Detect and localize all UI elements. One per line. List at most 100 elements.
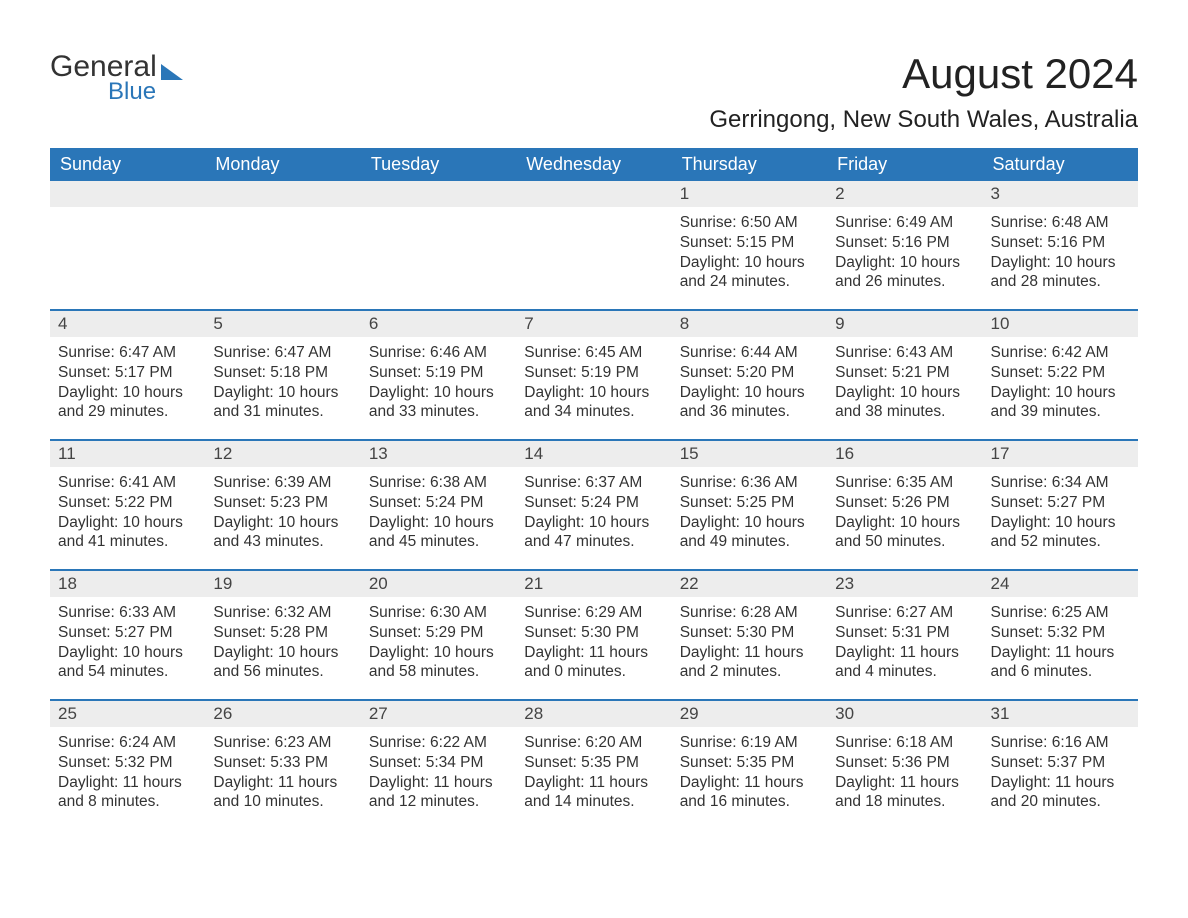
calendar-day: 28Sunrise: 6:20 AMSunset: 5:35 PMDayligh… bbox=[516, 701, 671, 829]
day-daylight1: Daylight: 10 hours bbox=[991, 383, 1130, 403]
day-daylight2: and 20 minutes. bbox=[991, 792, 1130, 812]
calendar-day: . bbox=[361, 181, 516, 309]
calendar-day: 16Sunrise: 6:35 AMSunset: 5:26 PMDayligh… bbox=[827, 441, 982, 569]
day-sunset: Sunset: 5:28 PM bbox=[213, 623, 352, 643]
day-sunset: Sunset: 5:25 PM bbox=[680, 493, 819, 513]
day-sunrise: Sunrise: 6:44 AM bbox=[680, 343, 819, 363]
day-daylight2: and 31 minutes. bbox=[213, 402, 352, 422]
calendar: Sunday Monday Tuesday Wednesday Thursday… bbox=[50, 148, 1138, 829]
day-sunrise: Sunrise: 6:19 AM bbox=[680, 733, 819, 753]
day-daylight1: Daylight: 11 hours bbox=[369, 773, 508, 793]
day-number: 22 bbox=[672, 571, 827, 597]
dow-monday: Monday bbox=[205, 148, 360, 181]
day-daylight1: Daylight: 10 hours bbox=[835, 383, 974, 403]
day-sunset: Sunset: 5:34 PM bbox=[369, 753, 508, 773]
calendar-day: 17Sunrise: 6:34 AMSunset: 5:27 PMDayligh… bbox=[983, 441, 1138, 569]
day-number: 18 bbox=[50, 571, 205, 597]
logo-text-block: General Blue bbox=[50, 50, 157, 106]
day-daylight1: Daylight: 10 hours bbox=[58, 383, 197, 403]
day-sunrise: Sunrise: 6:23 AM bbox=[213, 733, 352, 753]
day-body: Sunrise: 6:34 AMSunset: 5:27 PMDaylight:… bbox=[983, 467, 1138, 552]
day-daylight2: and 0 minutes. bbox=[524, 662, 663, 682]
calendar-day: 7Sunrise: 6:45 AMSunset: 5:19 PMDaylight… bbox=[516, 311, 671, 439]
title-location: Gerringong, New South Wales, Australia bbox=[709, 106, 1138, 134]
day-daylight1: Daylight: 10 hours bbox=[524, 513, 663, 533]
day-number: 16 bbox=[827, 441, 982, 467]
day-body: Sunrise: 6:39 AMSunset: 5:23 PMDaylight:… bbox=[205, 467, 360, 552]
calendar-day: 15Sunrise: 6:36 AMSunset: 5:25 PMDayligh… bbox=[672, 441, 827, 569]
day-body: Sunrise: 6:47 AMSunset: 5:18 PMDaylight:… bbox=[205, 337, 360, 422]
calendar-day: 4Sunrise: 6:47 AMSunset: 5:17 PMDaylight… bbox=[50, 311, 205, 439]
day-number: 19 bbox=[205, 571, 360, 597]
day-body: Sunrise: 6:33 AMSunset: 5:27 PMDaylight:… bbox=[50, 597, 205, 682]
calendar-day: 19Sunrise: 6:32 AMSunset: 5:28 PMDayligh… bbox=[205, 571, 360, 699]
day-number: 7 bbox=[516, 311, 671, 337]
calendar-day: 9Sunrise: 6:43 AMSunset: 5:21 PMDaylight… bbox=[827, 311, 982, 439]
calendar-day: 29Sunrise: 6:19 AMSunset: 5:35 PMDayligh… bbox=[672, 701, 827, 829]
day-daylight1: Daylight: 11 hours bbox=[835, 643, 974, 663]
day-number: 3 bbox=[983, 181, 1138, 207]
day-daylight1: Daylight: 11 hours bbox=[835, 773, 974, 793]
day-sunset: Sunset: 5:15 PM bbox=[680, 233, 819, 253]
dow-saturday: Saturday bbox=[983, 148, 1138, 181]
day-body: Sunrise: 6:47 AMSunset: 5:17 PMDaylight:… bbox=[50, 337, 205, 422]
day-daylight2: and 24 minutes. bbox=[680, 272, 819, 292]
day-sunrise: Sunrise: 6:34 AM bbox=[991, 473, 1130, 493]
day-sunset: Sunset: 5:20 PM bbox=[680, 363, 819, 383]
day-body: Sunrise: 6:29 AMSunset: 5:30 PMDaylight:… bbox=[516, 597, 671, 682]
day-number: 23 bbox=[827, 571, 982, 597]
day-number: 2 bbox=[827, 181, 982, 207]
calendar-day: 23Sunrise: 6:27 AMSunset: 5:31 PMDayligh… bbox=[827, 571, 982, 699]
day-daylight1: Daylight: 11 hours bbox=[991, 773, 1130, 793]
day-sunrise: Sunrise: 6:47 AM bbox=[58, 343, 197, 363]
day-daylight1: Daylight: 10 hours bbox=[991, 513, 1130, 533]
day-sunrise: Sunrise: 6:36 AM bbox=[680, 473, 819, 493]
dow-friday: Friday bbox=[827, 148, 982, 181]
day-daylight2: and 52 minutes. bbox=[991, 532, 1130, 552]
day-daylight2: and 38 minutes. bbox=[835, 402, 974, 422]
day-sunset: Sunset: 5:18 PM bbox=[213, 363, 352, 383]
day-body: Sunrise: 6:50 AMSunset: 5:15 PMDaylight:… bbox=[672, 207, 827, 292]
day-daylight2: and 33 minutes. bbox=[369, 402, 508, 422]
day-body: Sunrise: 6:24 AMSunset: 5:32 PMDaylight:… bbox=[50, 727, 205, 812]
day-daylight1: Daylight: 11 hours bbox=[58, 773, 197, 793]
calendar-day: 24Sunrise: 6:25 AMSunset: 5:32 PMDayligh… bbox=[983, 571, 1138, 699]
day-daylight1: Daylight: 10 hours bbox=[369, 383, 508, 403]
day-daylight2: and 54 minutes. bbox=[58, 662, 197, 682]
day-number: 31 bbox=[983, 701, 1138, 727]
calendar-week: 25Sunrise: 6:24 AMSunset: 5:32 PMDayligh… bbox=[50, 699, 1138, 829]
day-sunset: Sunset: 5:30 PM bbox=[680, 623, 819, 643]
day-daylight2: and 43 minutes. bbox=[213, 532, 352, 552]
day-daylight2: and 8 minutes. bbox=[58, 792, 197, 812]
day-daylight2: and 28 minutes. bbox=[991, 272, 1130, 292]
day-sunrise: Sunrise: 6:42 AM bbox=[991, 343, 1130, 363]
day-sunset: Sunset: 5:22 PM bbox=[991, 363, 1130, 383]
calendar-day: . bbox=[516, 181, 671, 309]
day-sunset: Sunset: 5:30 PM bbox=[524, 623, 663, 643]
day-daylight2: and 41 minutes. bbox=[58, 532, 197, 552]
day-sunset: Sunset: 5:27 PM bbox=[991, 493, 1130, 513]
day-sunrise: Sunrise: 6:20 AM bbox=[524, 733, 663, 753]
day-number: 25 bbox=[50, 701, 205, 727]
day-daylight1: Daylight: 10 hours bbox=[369, 513, 508, 533]
day-number: 29 bbox=[672, 701, 827, 727]
day-number: 14 bbox=[516, 441, 671, 467]
day-daylight1: Daylight: 11 hours bbox=[524, 643, 663, 663]
day-daylight2: and 47 minutes. bbox=[524, 532, 663, 552]
day-sunrise: Sunrise: 6:30 AM bbox=[369, 603, 508, 623]
calendar-day: 1Sunrise: 6:50 AMSunset: 5:15 PMDaylight… bbox=[672, 181, 827, 309]
day-body: Sunrise: 6:36 AMSunset: 5:25 PMDaylight:… bbox=[672, 467, 827, 552]
day-body: Sunrise: 6:32 AMSunset: 5:28 PMDaylight:… bbox=[205, 597, 360, 682]
calendar-day: 21Sunrise: 6:29 AMSunset: 5:30 PMDayligh… bbox=[516, 571, 671, 699]
day-sunset: Sunset: 5:32 PM bbox=[58, 753, 197, 773]
calendar-day: 11Sunrise: 6:41 AMSunset: 5:22 PMDayligh… bbox=[50, 441, 205, 569]
day-sunset: Sunset: 5:29 PM bbox=[369, 623, 508, 643]
day-body: Sunrise: 6:44 AMSunset: 5:20 PMDaylight:… bbox=[672, 337, 827, 422]
day-daylight2: and 39 minutes. bbox=[991, 402, 1130, 422]
calendar-day: . bbox=[205, 181, 360, 309]
calendar-day: 25Sunrise: 6:24 AMSunset: 5:32 PMDayligh… bbox=[50, 701, 205, 829]
calendar-week: 18Sunrise: 6:33 AMSunset: 5:27 PMDayligh… bbox=[50, 569, 1138, 699]
calendar-day: 20Sunrise: 6:30 AMSunset: 5:29 PMDayligh… bbox=[361, 571, 516, 699]
day-body: Sunrise: 6:28 AMSunset: 5:30 PMDaylight:… bbox=[672, 597, 827, 682]
day-sunrise: Sunrise: 6:18 AM bbox=[835, 733, 974, 753]
